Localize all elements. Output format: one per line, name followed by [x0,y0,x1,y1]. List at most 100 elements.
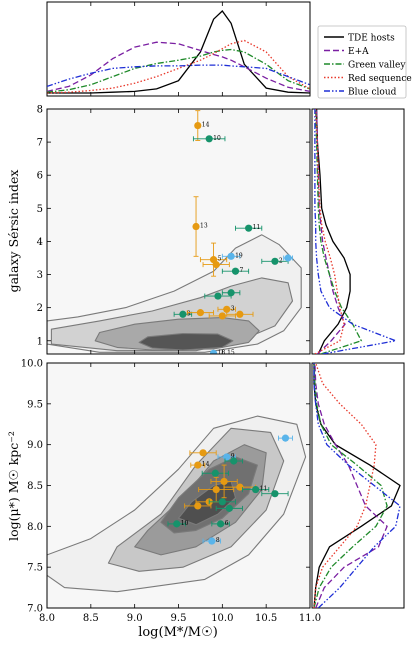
point-marker [208,537,216,545]
point-label: 9 [187,310,191,317]
mu-y-axis-label: log(μ*) M☉ kpc⁻² [6,431,21,541]
legend-label-blue-cloud: Blue cloud [348,88,397,98]
sersic-side-kde-blue-cloud [314,109,399,354]
mu-data-point [261,490,289,498]
top-kde-red-sequence [47,39,310,94]
point-marker [252,485,260,494]
point-label: 19 [235,252,243,259]
x-tick-label: 8.0 [39,613,55,624]
point-label: 7 [239,267,243,274]
x-tick-label: 9.0 [127,613,143,624]
point-marker [218,312,226,320]
sersic-data-point: 19 [221,252,243,260]
mu-data-point: 6 [211,520,230,528]
point-marker [194,502,202,510]
y-tick-label: 3 [37,270,43,281]
mu-data-point [277,434,293,442]
sersic-contour-level-4 [138,332,234,351]
top-kde-panel [46,1,311,97]
point-marker [194,461,202,469]
point-marker [194,121,202,130]
y-tick-label: 2 [37,303,43,314]
sersic-data-point [186,309,215,317]
y-tick-label: 7.0 [27,604,43,615]
legend-label-tde-hosts: TDE hosts [348,34,395,44]
y-tick-label: 8.0 [27,522,43,533]
mu-side-kde-blue-cloud [313,363,401,608]
point-marker [212,485,220,494]
point-marker [271,490,279,498]
mu-data-point [189,449,217,457]
point-label: 10 [213,135,221,142]
point-marker [281,434,290,442]
point-label: 9 [231,453,235,460]
sersic-data-point [208,312,236,320]
y-tick-label: 8.5 [27,481,43,492]
x-tick-label: 11.0 [299,613,321,624]
point-label: 11 [253,224,261,231]
mu-data-point [184,502,212,510]
mu-data-point [224,457,243,465]
sersic-side-kde-panel [311,108,405,355]
sersic-data-point [226,310,254,318]
x-tick-label: 8.5 [83,613,99,624]
point-marker [236,483,244,491]
point-label: 18 15 [218,349,235,356]
x-axis-label: log(M*/M☉) [138,625,218,640]
legend-label-e-a: E+A [348,47,369,57]
sersic-side-kde-red-sequence [314,109,345,354]
sersic-y-axis-label: galaxy Sérsic index [6,170,21,293]
point-marker [209,349,218,354]
sersic-data-point: 11 [235,224,263,232]
point-label: 14 [202,122,210,129]
point-marker [214,292,222,300]
sersic-data-point [204,292,232,300]
top-kde-blue-cloud [47,64,310,88]
point-marker [227,289,235,297]
top-kde-e-a [47,41,310,93]
sersic-data-point: 10 [192,135,226,143]
sersic-data-point [202,261,230,269]
y-tick-label: 5 [37,204,43,215]
sersic-data-point: 5 [199,242,228,277]
top-kde-tde-hosts [47,10,310,94]
sersic-data-point [283,254,293,262]
sersic-data-point: 14 [194,110,210,141]
x-tick-label: 9.5 [171,613,187,624]
point-label: 10 [181,520,189,527]
mu-data-point [210,464,238,499]
legend-label-red-sequence: Red sequence [348,74,412,84]
point-marker [227,252,235,260]
point-label: 14 [202,461,210,468]
mu-data-point: 10 [167,520,189,528]
y-tick-label: 9.0 [27,440,43,451]
mu-data-point [208,498,236,506]
point-label: 6 [225,520,229,527]
point-marker [284,254,292,262]
legend-label-green-valley: Green valley [348,61,406,71]
x-tick-label: 10.5 [255,613,277,624]
sersic-data-point: 13 [192,196,208,257]
y-tick-label: 10.0 [21,359,43,370]
point-marker [179,310,187,318]
point-marker [192,222,200,231]
mu-side-kde-panel [311,362,405,609]
mu-data-point: 11 [242,485,270,494]
point-marker [223,305,231,313]
x-tick-label: 10.0 [211,613,233,624]
point-label: 8 [216,537,220,544]
mu-side-kde-green-valley [313,363,388,608]
point-label: 5 [218,256,222,263]
mu-side-kde-red-sequence [313,363,377,608]
y-tick-label: 4 [37,237,43,248]
mu-side-kde-e-a [314,363,388,608]
point-marker [223,453,231,461]
sersic-data-point [221,289,241,297]
point-marker [245,224,253,232]
point-marker [199,449,207,457]
point-marker [225,504,233,512]
y-tick-label: 7.5 [27,563,43,574]
point-marker [231,267,240,275]
